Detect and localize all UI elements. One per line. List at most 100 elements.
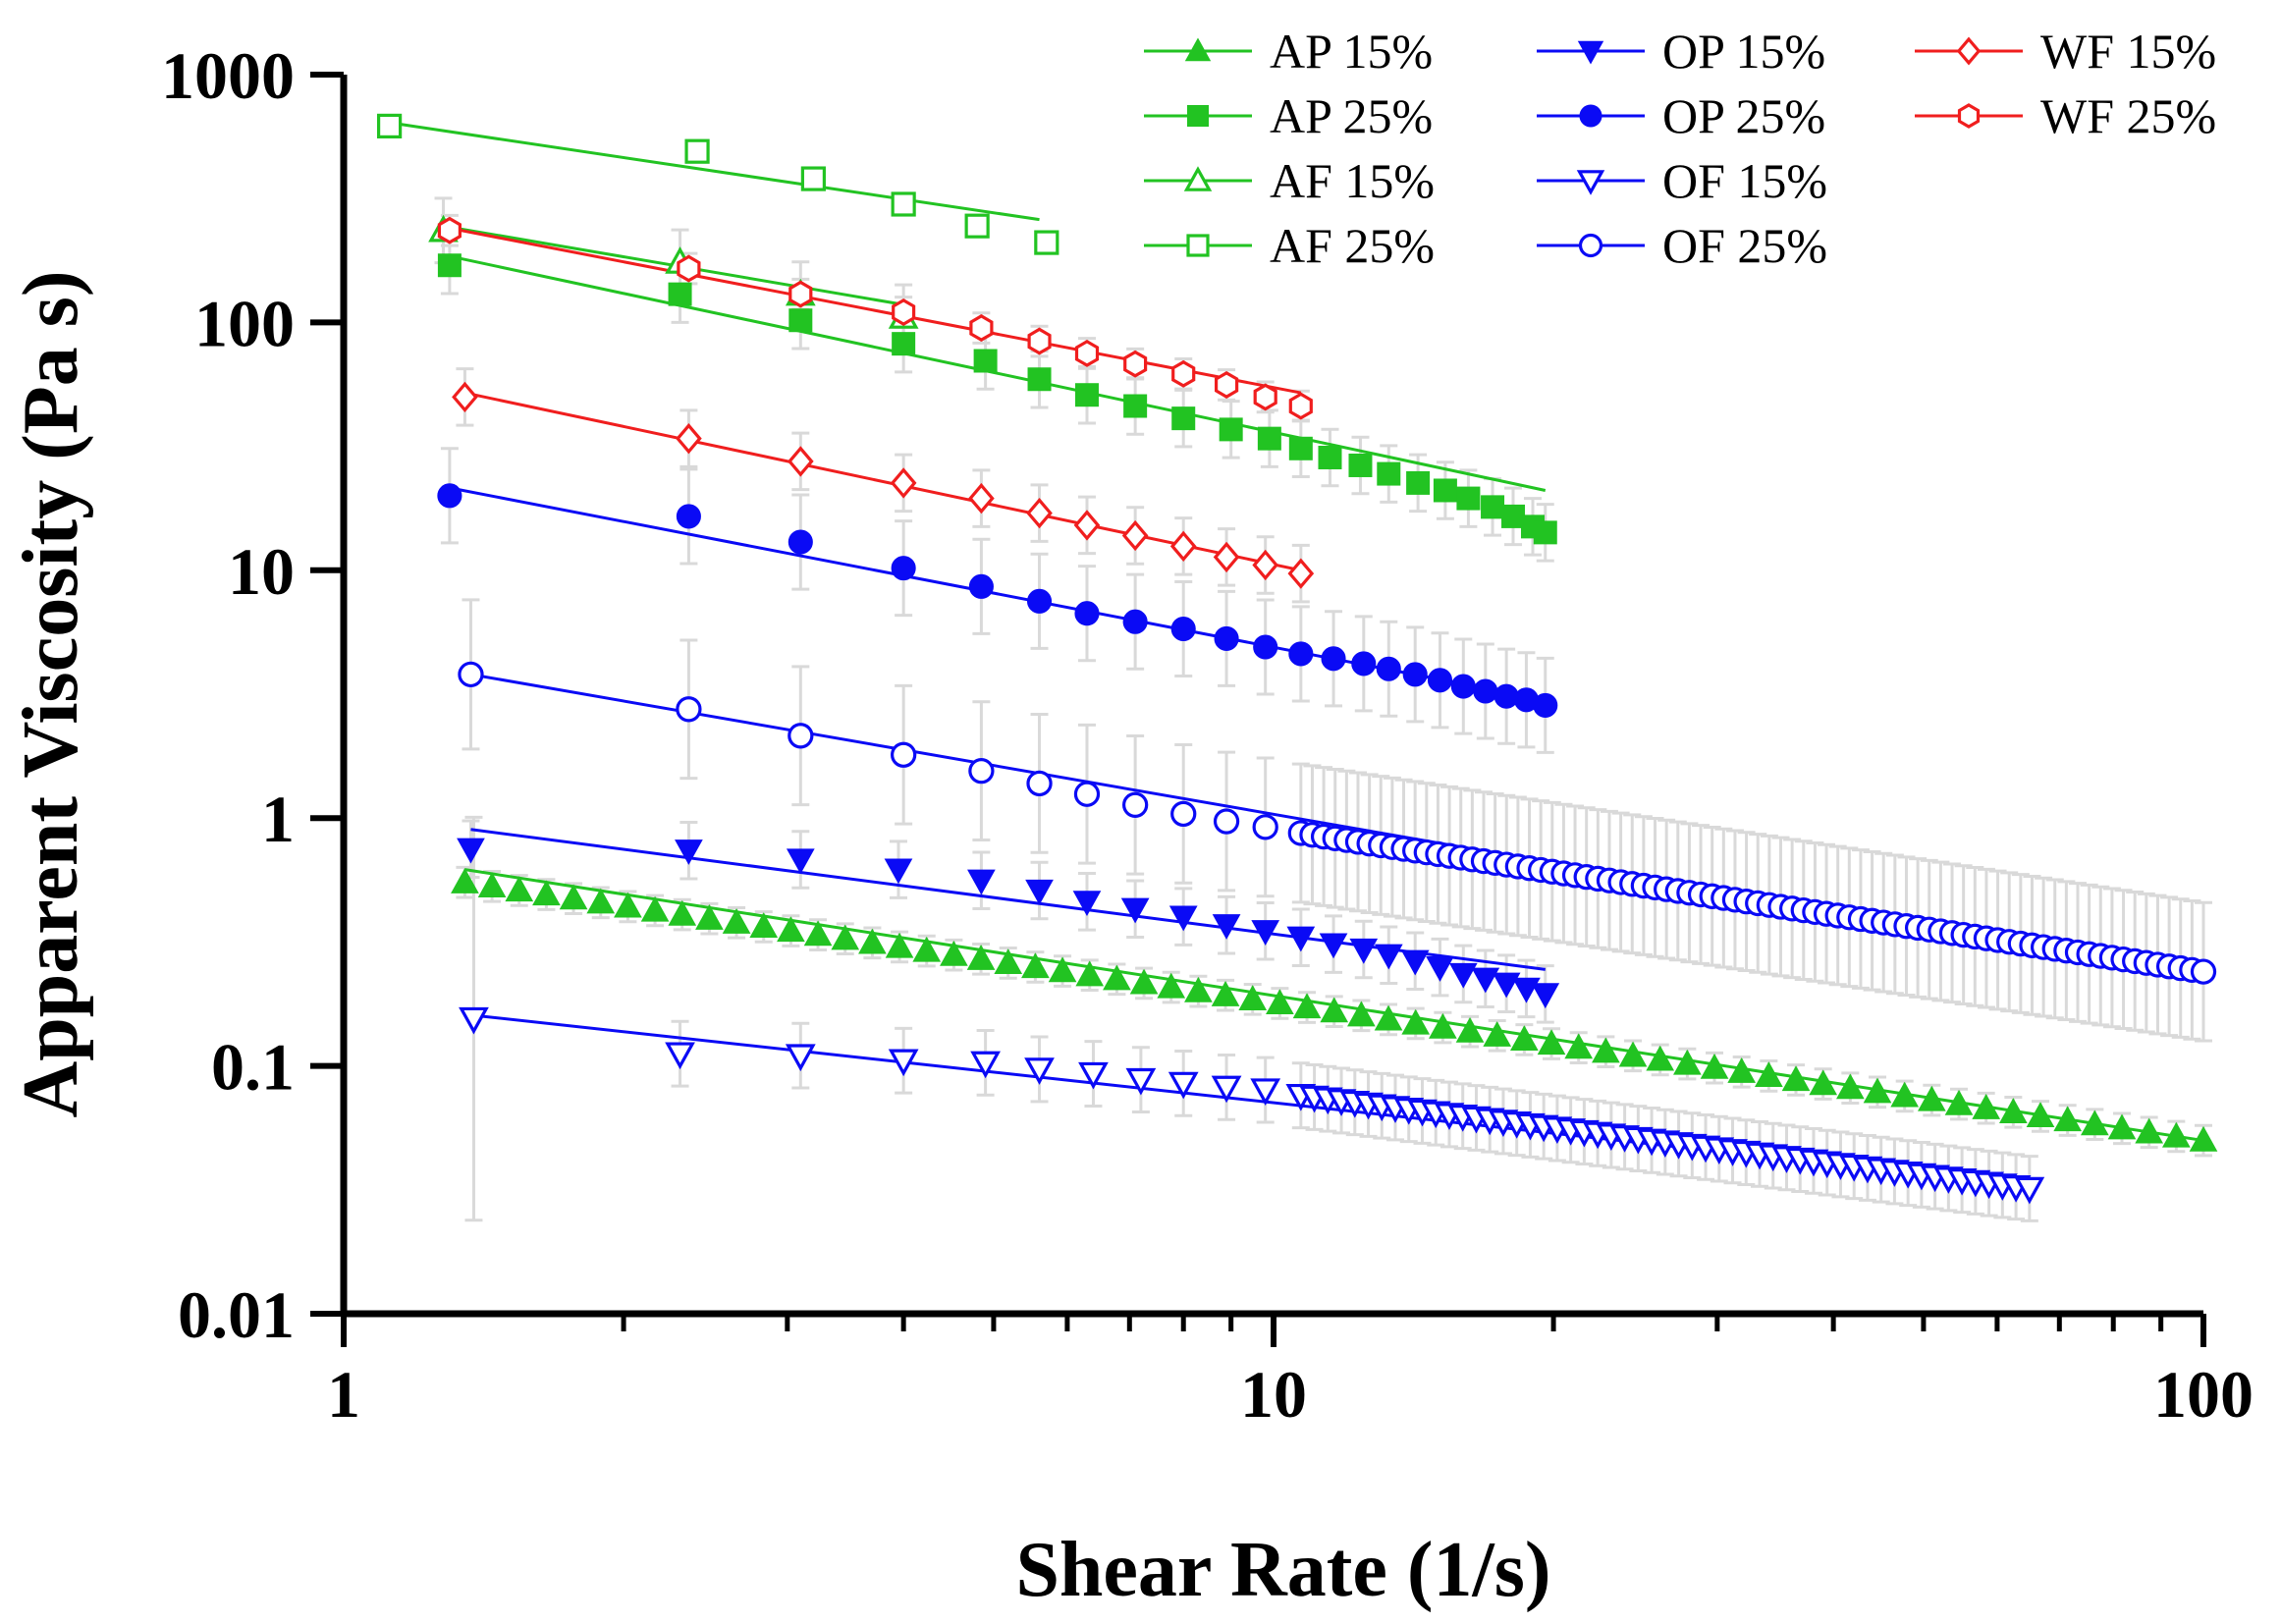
data-point-op-15- [1212,914,1241,940]
data-point-ap-25- [437,253,462,278]
data-point-op-15- [1072,891,1102,917]
data-point-ap-15- [2026,1102,2055,1128]
data-point-ap-15- [1917,1085,1946,1111]
data-point-ap-15- [695,903,724,930]
data-point-wf-25- [1171,359,1196,388]
data-point-op-25- [1026,588,1053,614]
data-point-op-15- [1319,933,1348,959]
data-point-ap-25- [1433,478,1457,503]
legend-marker-of-15- [1576,170,1605,195]
data-point-ap-25- [1219,417,1243,442]
legend-label-of-15-: OF 15% [1662,153,1827,208]
data-point-ap-15- [749,912,779,939]
data-point-wf-25- [437,216,462,244]
y-tick-label: 1000 [161,38,295,113]
data-point-op-25- [968,573,994,599]
data-point-ap-15- [640,895,670,922]
data-point-ap-25- [1377,461,1401,486]
x-tick-label: 1 [327,1357,360,1432]
data-point-op-15- [1374,944,1403,970]
legend-marker-of-25- [1578,233,1603,258]
data-point-op-25- [1494,683,1519,709]
data-point-ap-15- [1048,956,1077,983]
data-point-of-15- [1250,1078,1281,1107]
data-point-ap-15- [1374,1004,1403,1031]
data-point-wf-15- [1287,558,1315,589]
data-point-ap-25- [1481,495,1505,519]
data-point-ap-15- [1592,1037,1620,1063]
data-point-op-15- [1448,962,1478,989]
legend-marker-af-15- [1183,166,1213,191]
data-point-ap-15- [1537,1029,1566,1056]
data-point-of-25- [891,741,917,768]
fit-line-af-25- [389,121,1040,222]
data-point-ap-15- [1347,1001,1376,1027]
y-axis-title: Apparent Viscosity (Pa s) [8,271,94,1118]
data-point-wf-25- [788,280,813,308]
data-point-op-15- [457,838,485,864]
data-point-ap-15- [1618,1041,1648,1067]
data-point-ap-25- [1406,470,1431,495]
data-point-ap-15- [586,888,616,914]
data-point-op-25- [1533,692,1558,718]
data-point-wf-15- [1121,519,1149,552]
data-point-of-15- [2014,1176,2045,1205]
data-point-of-25- [1252,814,1278,840]
data-point-op-25- [1427,668,1453,693]
legend-marker-ap-15- [1184,37,1212,62]
data-point-of-15- [1168,1071,1199,1100]
data-point-ap-15- [1103,964,1131,991]
data-point-ap-15- [1184,976,1213,1002]
data-point-ap-15- [777,916,805,943]
data-point-op-25- [787,529,813,555]
data-point-op-15- [1531,983,1560,1009]
data-point-ap-15- [2161,1121,2191,1148]
data-point-ap-15- [1809,1069,1838,1096]
data-point-op-25- [1074,601,1100,626]
data-point-wf-15- [787,446,814,477]
data-point-wf-15- [1252,549,1279,581]
data-point-ap-15- [1998,1098,2028,1123]
data-point-ap-25- [1533,520,1557,545]
data-point-op-25- [1321,646,1346,672]
data-point-wf-15- [452,381,478,413]
data-point-wf-25- [1123,350,1148,378]
data-point-of-25- [968,758,995,785]
legend-marker-op-15- [1577,40,1604,65]
x-tick-label: 10 [1240,1357,1307,1432]
data-point-ap-25- [1288,436,1313,460]
data-point-of-15- [1024,1057,1055,1085]
data-point-ap-15- [1836,1073,1865,1100]
legend-label-wf-25-: WF 25% [2040,88,2216,143]
data-point-ap-25- [668,282,692,306]
data-point-wf-25- [677,254,701,283]
data-point-ap-15- [940,940,968,966]
data-point-op-25- [1376,656,1401,681]
data-point-op-15- [1168,905,1198,932]
data-point-of-15- [785,1044,816,1072]
data-point-of-15- [970,1051,1001,1079]
data-point-ap-15- [1646,1045,1675,1071]
data-point-ap-15- [858,928,887,954]
data-point-wf-15- [968,482,995,514]
data-point-ap-25- [1501,504,1526,528]
data-point-ap-15- [1727,1057,1757,1083]
data-point-af-25- [377,113,403,139]
data-point-op-15- [675,839,703,865]
data-point-ap-25- [1171,406,1196,431]
y-tick-label: 1 [261,782,295,856]
data-point-op-15- [1492,972,1521,999]
data-point-of-25- [2190,958,2217,985]
data-point-af-25- [684,138,710,164]
data-point-ap-15- [722,908,751,934]
data-point-wf-15- [1026,497,1053,529]
data-point-ap-25- [892,332,916,356]
data-point-ap-15- [532,880,561,906]
y-tick-label: 10 [228,534,295,609]
legend-marker-ap-25- [1187,105,1209,127]
legend-label-ap-25-: AP 25% [1270,88,1433,143]
data-point-op-15- [1251,920,1280,946]
data-point-ap-15- [912,936,942,962]
data-point-of-15- [459,1006,489,1035]
